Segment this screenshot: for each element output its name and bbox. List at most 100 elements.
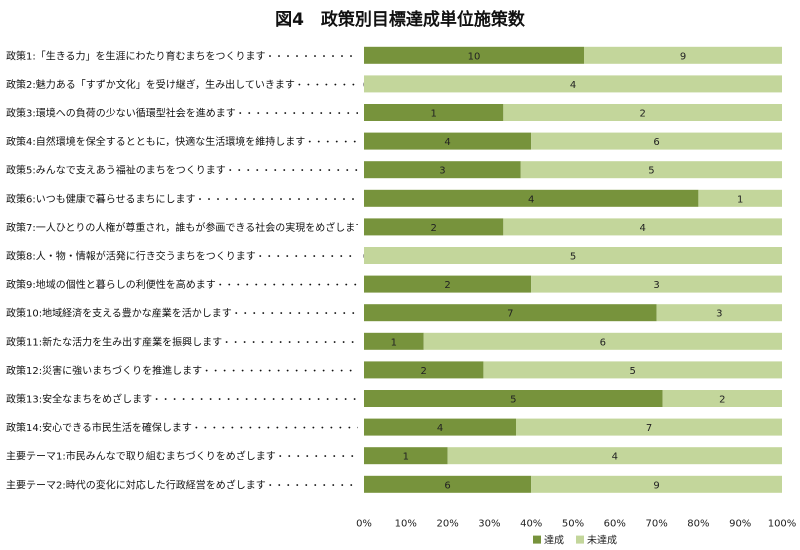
bar-not-achieved <box>531 275 782 293</box>
data-label-achieved: 4 <box>444 137 450 148</box>
data-label-not-achieved: 5 <box>648 166 654 177</box>
leader-dots: ・・・・・・・・・・・・・・・・・・・・・・・・・・・・・・・・・・・・・・・・… <box>266 52 770 62</box>
data-label-achieved: 7 <box>507 309 513 320</box>
legend: 達成 未達成 <box>533 535 617 547</box>
category-label: 政策8:人・物・情報が活発に行き交うまちをつくります・・・・・・・・・・・・・・… <box>6 250 760 263</box>
category-label: 政策11:新たな活力を生み出す産業を振興します・・・・・・・・・・・・・・・・・… <box>6 335 726 348</box>
category-label: 政策10:地域経済を支える豊かな産業を活かします・・・・・・・・・・・・・・・・… <box>6 307 736 320</box>
data-label-achieved: 4 <box>437 423 443 434</box>
category-label: 政策9:地域の個性と暮らしの利便性を高めます・・・・・・・・・・・・・・・・・・… <box>6 278 720 291</box>
data-label-not-achieved: 6 <box>653 137 659 148</box>
x-axis: 0% 10% 20% 30% 40% 50% 60% 70% 80% 90% 100% <box>356 519 796 530</box>
category-label: 政策14:安心できる市民生活を確保します・・・・・・・・・・・・・・・・・・・・… <box>6 421 696 434</box>
chart-title: 図4 政策別目標達成単位施策数 <box>275 9 526 30</box>
leader-dots: ・・・・・・・・・・・・・・・・・・・・・・・・・・・・・・・・・・・・・・・・… <box>152 396 656 406</box>
bar-achieved <box>364 361 484 379</box>
leader-dots: ・・・・・・・・・・・・・・・・・・・・・・・・・・・・・・・・・・・・・・・・… <box>222 338 726 348</box>
x-tick-label: 90% <box>729 519 751 530</box>
category-label: 政策6:いつも健康で暮らせるまちにします・・・・・・・・・・・・・・・・・・・・… <box>6 192 700 205</box>
bar-not-achieved <box>423 332 782 350</box>
bar-achieved <box>364 189 699 207</box>
bar-not-achieved <box>364 247 782 264</box>
category-label: 政策4:自然環境を保全するとともに，快適な生活環境を維持します・・・・・・・・・… <box>6 135 800 148</box>
bar-achieved <box>364 332 424 350</box>
bar-not-achieved <box>516 418 782 436</box>
data-label-achieved: 1 <box>430 109 436 120</box>
bar-not-achieved <box>483 361 782 379</box>
x-tick-label: 40% <box>520 519 542 530</box>
category-label: 政策5:みんなで支えあう福祉のまちをつくります・・・・・・・・・・・・・・・・・… <box>6 164 730 177</box>
category-label-text: 政策1:「生きる力」を生涯にわたり育むまちをつくります <box>6 49 266 62</box>
bar-achieved <box>364 104 504 121</box>
bar-not-achieved <box>503 218 782 236</box>
category-label: 政策12:災害に強いまちづくりを推進します・・・・・・・・・・・・・・・・・・・… <box>6 364 706 377</box>
x-tick-label: 20% <box>436 519 458 530</box>
category-label-text: 政策6:いつも健康で暮らせるまちにします <box>6 192 196 205</box>
bar-achieved <box>364 418 516 436</box>
legend-swatch-achieved <box>533 535 541 544</box>
data-label-achieved: 1 <box>403 452 409 463</box>
category-label-text: 政策7:一人ひとりの人権が尊重され，誰もが参画できる社会の実現をめざします <box>6 221 365 234</box>
data-label-not-achieved: 4 <box>570 80 576 91</box>
data-label-achieved: 2 <box>444 280 450 291</box>
category-label: 主要テーマ2:時代の変化に対応した行政経営をめざします・・・・・・・・・・・・・… <box>6 478 770 491</box>
category-label-text: 政策2:魅力ある「すずか文化」を受け継ぎ，生み出していきます <box>6 78 295 91</box>
data-label-achieved: 3 <box>439 166 445 177</box>
data-label-achieved: 2 <box>430 223 436 234</box>
bar-not-achieved <box>520 161 782 179</box>
data-label-achieved: 6 <box>444 480 450 491</box>
data-label-not-achieved: 5 <box>630 366 636 377</box>
category-label-text: 政策9:地域の個性と暮らしの利便性を高めます <box>6 278 216 291</box>
data-label-not-achieved: 1 <box>737 194 743 205</box>
leader-dots: ・・・・・・・・・・・・・・・・・・・・・・・・・・・・・・・・・・・・・・・・… <box>216 281 720 291</box>
leader-dots: ・・・・・・・・・・・・・・・・・・・・・・・・・・・・・・・・・・・・・・・・… <box>295 81 799 91</box>
leader-dots: ・・・・・・・・・・・・・・・・・・・・・・・・・・・・・・・・・・・・・・・・… <box>236 110 740 120</box>
category-label-text: 政策11:新たな活力を生み出す産業を振興します <box>6 335 222 348</box>
bar-not-achieved <box>531 132 782 150</box>
category-label: 政策2:魅力ある「すずか文化」を受け継ぎ，生み出していきます・・・・・・・・・・… <box>6 78 799 91</box>
bar-achieved <box>364 132 532 150</box>
bar-achieved <box>364 161 521 179</box>
leader-dots: ・・・・・・・・・・・・・・・・・・・・・・・・・・・・・・・・・・・・・・・・… <box>256 253 760 263</box>
category-label-text: 政策10:地域経済を支える豊かな産業を活かします <box>6 307 232 320</box>
leader-dots: ・・・・・・・・・・・・・・・・・・・・・・・・・・・・・・・・・・・・・・・・… <box>202 367 706 377</box>
category-label: 政策3:環境への負荷の少ない循環型社会を進めます・・・・・・・・・・・・・・・・… <box>6 107 740 120</box>
data-label-achieved: 2 <box>421 366 427 377</box>
bar-not-achieved <box>531 475 782 493</box>
x-tick-label: 70% <box>645 519 667 530</box>
legend-label-not-achieved: 未達成 <box>587 535 617 547</box>
x-tick-label: 60% <box>604 519 626 530</box>
bar-not-achieved <box>698 189 782 207</box>
leader-dots: ・・・・・・・・・・・・・・・・・・・・・・・・・・・・・・・・・・・・・・・・… <box>305 138 800 148</box>
legend-swatch-not-achieved <box>576 535 584 544</box>
bar-achieved <box>364 475 532 493</box>
leader-dots: ・・・・・・・・・・・・・・・・・・・・・・・・・・・・・・・・・・・・・・・・… <box>266 481 770 491</box>
x-tick-label: 0% <box>356 519 372 530</box>
leader-dots: ・・・・・・・・・・・・・・・・・・・・・・・・・・・・・・・・・・・・・・・・… <box>226 167 730 177</box>
data-label-not-achieved: 6 <box>600 337 606 348</box>
data-label-not-achieved: 9 <box>653 480 659 491</box>
bar-achieved <box>364 46 584 64</box>
data-label-not-achieved: 5 <box>570 252 576 263</box>
category-label-text: 政策8:人・物・情報が活発に行き交うまちをつくります <box>6 250 256 263</box>
leader-dots: ・・・・・・・・・・・・・・・・・・・・・・・・・・・・・・・・・・・・・・・・… <box>276 453 780 463</box>
bar-achieved <box>364 447 448 465</box>
leader-dots: ・・・・・・・・・・・・・・・・・・・・・・・・・・・・・・・・・・・・・・・・… <box>232 310 736 320</box>
category-label-text: 政策14:安心できる市民生活を確保します <box>6 421 192 434</box>
bar-achieved <box>364 275 532 293</box>
bar-not-achieved <box>584 46 782 64</box>
bar-not-achieved <box>656 304 782 322</box>
category-label-text: 主要テーマ2:時代の変化に対応した行政経営をめざします <box>6 478 266 491</box>
category-label: 政策1:「生きる力」を生涯にわたり育むまちをつくります・・・・・・・・・・・・・… <box>6 49 770 62</box>
data-label-not-achieved: 2 <box>719 395 725 406</box>
bar-not-achieved <box>364 75 782 93</box>
category-label: 政策13:安全なまちをめざします・・・・・・・・・・・・・・・・・・・・・・・・… <box>6 393 656 406</box>
category-labels: 政策1:「生きる力」を生涯にわたり育むまちをつくります・・・・・・・・・・・・・… <box>6 49 800 491</box>
x-tick-label: 100% <box>768 519 797 530</box>
bar-not-achieved <box>503 104 782 121</box>
category-label-text: 政策12:災害に強いまちづくりを推進します <box>6 364 202 377</box>
data-label-not-achieved: 3 <box>716 309 722 320</box>
x-tick-label: 50% <box>562 519 584 530</box>
category-label: 主要テーマ1:市民みんなで取り組むまちづくりをめざします・・・・・・・・・・・・… <box>6 450 780 463</box>
